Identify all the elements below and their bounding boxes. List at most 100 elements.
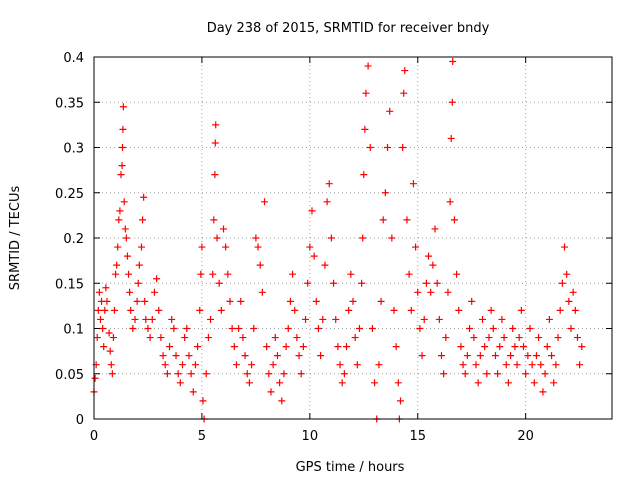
data-point bbox=[153, 275, 161, 283]
data-point bbox=[336, 361, 344, 369]
data-point bbox=[117, 171, 125, 179]
y-tick-label: 0 bbox=[76, 413, 84, 428]
data-point bbox=[159, 352, 167, 360]
data-point bbox=[213, 234, 221, 242]
data-point bbox=[530, 379, 538, 387]
data-point bbox=[496, 343, 504, 351]
data-point bbox=[118, 144, 126, 151]
data-point bbox=[359, 234, 367, 242]
data-point bbox=[453, 270, 461, 278]
data-point bbox=[476, 352, 484, 360]
data-point bbox=[429, 261, 437, 269]
data-point bbox=[155, 306, 163, 314]
data-point bbox=[112, 270, 120, 278]
data-point bbox=[526, 325, 534, 332]
data-point bbox=[409, 180, 417, 188]
data-point bbox=[134, 279, 142, 287]
data-point bbox=[351, 334, 359, 342]
data-point bbox=[215, 279, 223, 287]
data-point bbox=[299, 343, 307, 351]
data-point bbox=[302, 315, 310, 323]
data-point bbox=[141, 297, 149, 305]
data-point bbox=[293, 334, 301, 342]
data-point bbox=[312, 297, 320, 305]
data-point bbox=[187, 370, 195, 378]
data-point bbox=[125, 270, 133, 278]
data-point bbox=[241, 352, 249, 360]
data-point bbox=[528, 361, 536, 369]
data-point bbox=[278, 397, 286, 405]
data-point bbox=[418, 352, 426, 360]
data-point bbox=[422, 279, 430, 287]
axis-ticks: 0 0.05 0.1 0.15 0.2 0.25 0.3 0.35 0.4 0 5 10 15 20 bbox=[55, 51, 612, 444]
x-tick-label: 20 bbox=[517, 429, 534, 444]
data-point bbox=[235, 325, 243, 332]
data-point bbox=[569, 288, 577, 296]
data-point bbox=[457, 343, 465, 351]
data-point bbox=[461, 370, 469, 378]
data-point bbox=[297, 370, 305, 378]
data-point bbox=[222, 243, 230, 251]
data-point bbox=[308, 207, 316, 215]
data-point bbox=[334, 343, 342, 351]
data-point bbox=[96, 315, 104, 323]
data-point bbox=[416, 325, 424, 332]
data-point bbox=[224, 270, 232, 278]
data-point bbox=[133, 297, 141, 305]
data-point bbox=[361, 125, 369, 133]
data-point bbox=[267, 388, 275, 396]
data-point bbox=[261, 198, 269, 206]
data-point bbox=[250, 325, 258, 332]
data-point bbox=[135, 261, 143, 269]
data-point bbox=[111, 306, 119, 314]
chart-title: Day 238 of 2015, SRMTID for receiver bnd… bbox=[207, 21, 490, 36]
data-point bbox=[119, 125, 127, 133]
data-point bbox=[126, 288, 134, 296]
data-point bbox=[210, 216, 218, 224]
data-point bbox=[388, 234, 396, 242]
data-point bbox=[174, 370, 182, 378]
data-point bbox=[289, 270, 297, 278]
data-point bbox=[319, 315, 327, 323]
data-point bbox=[509, 325, 517, 332]
data-point bbox=[317, 352, 325, 360]
data-point bbox=[386, 107, 394, 115]
data-points bbox=[90, 58, 586, 423]
data-point bbox=[185, 352, 193, 360]
data-point bbox=[127, 306, 135, 314]
data-point bbox=[170, 325, 178, 332]
data-point bbox=[150, 288, 158, 296]
data-point bbox=[573, 334, 581, 342]
data-point bbox=[93, 334, 101, 342]
data-point bbox=[347, 270, 355, 278]
data-point bbox=[108, 370, 116, 378]
data-point bbox=[327, 234, 335, 242]
data-point bbox=[466, 325, 474, 332]
data-point bbox=[100, 343, 108, 351]
grid-lines bbox=[94, 57, 612, 419]
data-point bbox=[103, 297, 111, 305]
data-point bbox=[576, 361, 584, 369]
data-point bbox=[537, 361, 545, 369]
data-point bbox=[448, 98, 456, 106]
data-point bbox=[449, 58, 457, 66]
data-point bbox=[420, 315, 428, 323]
y-tick-label: 0.3 bbox=[63, 142, 84, 157]
data-point bbox=[211, 171, 219, 179]
data-point bbox=[381, 189, 389, 197]
data-point bbox=[204, 334, 212, 342]
data-point bbox=[384, 144, 392, 151]
data-point bbox=[202, 370, 210, 378]
data-point bbox=[545, 315, 553, 323]
data-point bbox=[197, 270, 205, 278]
data-point bbox=[280, 370, 288, 378]
data-point bbox=[442, 334, 450, 342]
data-point bbox=[245, 379, 253, 387]
data-point bbox=[353, 361, 361, 369]
data-point bbox=[379, 216, 387, 224]
y-tick-label: 0.05 bbox=[55, 368, 84, 383]
data-point bbox=[479, 315, 486, 323]
data-point bbox=[401, 67, 409, 75]
data-point bbox=[211, 139, 219, 147]
